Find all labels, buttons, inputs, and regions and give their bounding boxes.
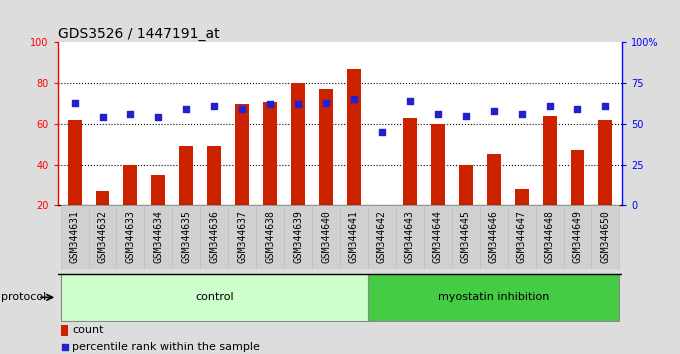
Bar: [396, 205, 424, 269]
Point: [460, 113, 471, 119]
Point: [544, 103, 555, 109]
Bar: [592, 205, 619, 269]
Bar: [67, 120, 82, 205]
Point: [125, 111, 136, 117]
Point: [405, 98, 415, 104]
Bar: [598, 120, 613, 205]
Bar: [207, 146, 221, 205]
Text: protocol: protocol: [1, 292, 47, 302]
Bar: [152, 175, 165, 205]
Bar: [235, 104, 249, 205]
Bar: [284, 205, 312, 269]
Bar: [263, 102, 277, 205]
Point: [97, 115, 108, 120]
Bar: [340, 205, 368, 269]
Point: [209, 103, 220, 109]
Bar: [88, 205, 116, 269]
Text: GSM344641: GSM344641: [349, 210, 359, 263]
Bar: [228, 205, 256, 269]
Point: [516, 111, 527, 117]
Point: [265, 102, 275, 107]
Text: GSM344634: GSM344634: [154, 210, 163, 263]
Text: GDS3526 / 1447191_at: GDS3526 / 1447191_at: [58, 28, 220, 41]
Point: [349, 97, 360, 102]
Bar: [368, 205, 396, 269]
Bar: [172, 205, 201, 269]
Bar: [424, 205, 452, 269]
Bar: [487, 154, 500, 205]
Text: percentile rank within the sample: percentile rank within the sample: [72, 342, 260, 352]
Text: GSM344645: GSM344645: [461, 210, 471, 263]
Point: [377, 129, 388, 135]
Point: [59, 344, 70, 350]
Bar: [571, 150, 585, 205]
Point: [432, 111, 443, 117]
Point: [181, 107, 192, 112]
Point: [237, 107, 248, 112]
Bar: [61, 325, 68, 336]
Point: [69, 100, 80, 105]
Text: GSM344647: GSM344647: [517, 210, 526, 263]
Bar: [479, 205, 508, 269]
Text: GSM344643: GSM344643: [405, 210, 415, 263]
Bar: [124, 165, 137, 205]
Point: [600, 103, 611, 109]
Bar: [543, 116, 556, 205]
Bar: [61, 274, 368, 321]
Text: GSM344633: GSM344633: [125, 210, 135, 263]
Text: GSM344636: GSM344636: [209, 210, 219, 263]
Bar: [312, 205, 340, 269]
Bar: [536, 205, 564, 269]
Bar: [61, 205, 88, 269]
Bar: [508, 205, 536, 269]
Point: [488, 108, 499, 114]
Bar: [256, 205, 284, 269]
Bar: [452, 205, 479, 269]
Text: GSM344644: GSM344644: [432, 210, 443, 263]
Text: GSM344631: GSM344631: [69, 210, 80, 263]
Bar: [291, 83, 305, 205]
Bar: [403, 118, 417, 205]
Point: [153, 115, 164, 120]
Bar: [95, 191, 109, 205]
Point: [572, 107, 583, 112]
Text: GSM344650: GSM344650: [600, 210, 611, 263]
Text: GSM344637: GSM344637: [237, 210, 248, 263]
Bar: [431, 124, 445, 205]
Bar: [459, 165, 473, 205]
Bar: [180, 146, 193, 205]
Bar: [319, 89, 333, 205]
Bar: [201, 205, 228, 269]
Point: [292, 102, 303, 107]
Text: GSM344648: GSM344648: [545, 210, 555, 263]
Point: [320, 100, 331, 105]
Bar: [564, 205, 592, 269]
Text: GSM344635: GSM344635: [182, 210, 191, 263]
Text: GSM344642: GSM344642: [377, 210, 387, 263]
Text: GSM344632: GSM344632: [97, 210, 107, 263]
Text: GSM344649: GSM344649: [573, 210, 583, 263]
Text: control: control: [195, 292, 233, 302]
Bar: [347, 69, 361, 205]
Text: GSM344646: GSM344646: [489, 210, 498, 263]
Text: GSM344640: GSM344640: [321, 210, 331, 263]
Bar: [116, 205, 144, 269]
Bar: [368, 274, 619, 321]
Text: myostatin inhibition: myostatin inhibition: [438, 292, 549, 302]
Text: GSM344639: GSM344639: [293, 210, 303, 263]
Bar: [144, 205, 172, 269]
Text: GSM344638: GSM344638: [265, 210, 275, 263]
Text: count: count: [72, 325, 103, 336]
Bar: [515, 189, 528, 205]
